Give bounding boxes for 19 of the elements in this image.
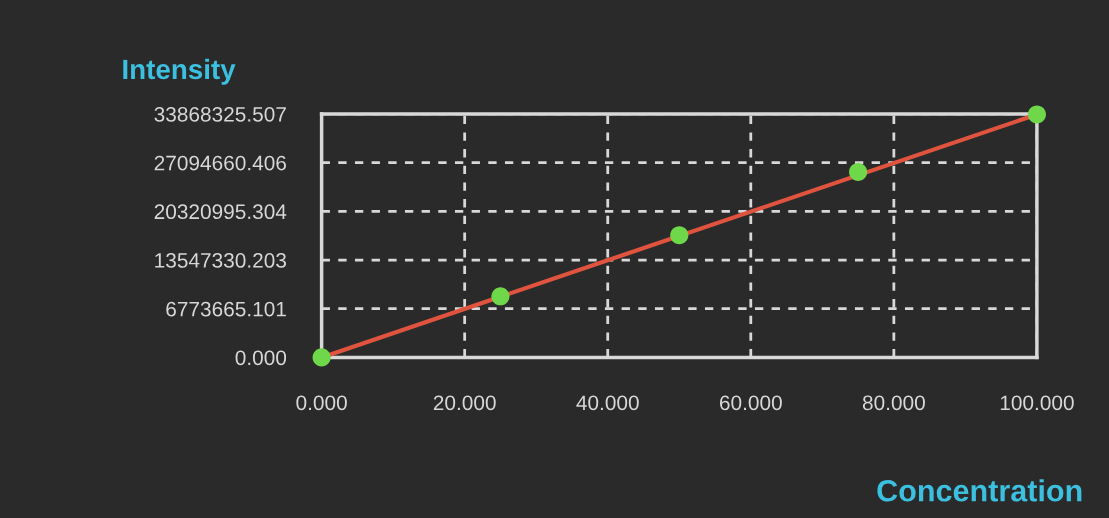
y-tick-label: 27094660.406 <box>154 155 286 171</box>
y-tick-label: 0.000 <box>235 350 287 366</box>
x-tick-label: 60.000 <box>719 395 782 411</box>
y-tick-label: 33868325.507 <box>154 106 286 122</box>
x-tick-label: 20.000 <box>433 395 496 411</box>
x-tick-label: 0.000 <box>296 395 347 411</box>
point <box>849 162 868 182</box>
point <box>1027 105 1046 124</box>
y-tick-label: 6773665.101 <box>166 301 286 317</box>
point <box>312 348 331 367</box>
y-axis-title: Intensity <box>123 58 236 85</box>
x-tick-label: 40.000 <box>576 395 639 411</box>
y-tick-label: 13547330.203 <box>155 253 286 268</box>
point <box>491 287 510 306</box>
point <box>670 226 689 245</box>
x-tick-label: 100.000 <box>1000 395 1074 411</box>
x-axis-title: Concentration <box>877 479 1082 502</box>
x-tick-label: 80.000 <box>862 395 925 411</box>
y-tick-label: 20320995.304 <box>154 204 287 220</box>
